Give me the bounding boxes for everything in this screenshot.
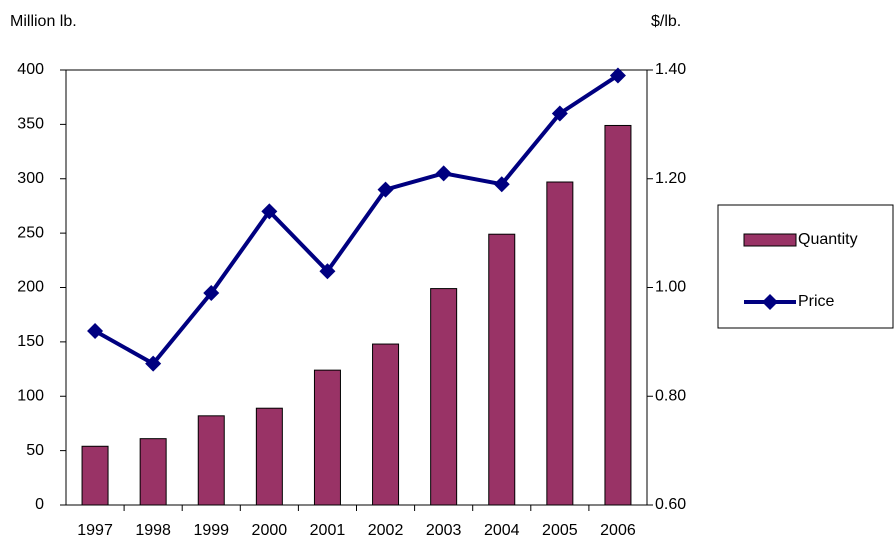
bar	[546, 181, 574, 506]
line	[94, 73, 620, 367]
x-tick-label: 2004	[484, 522, 520, 539]
y-tick-label: 250	[17, 224, 44, 241]
x-tick-label: 2000	[252, 522, 288, 539]
bar	[81, 445, 109, 506]
bar	[488, 233, 516, 506]
x-tick-label: 1999	[193, 522, 229, 539]
marker	[261, 203, 278, 220]
bar	[372, 343, 400, 506]
y-tick-label: 200	[17, 279, 44, 296]
marker	[203, 284, 220, 301]
legend-label: Price	[798, 293, 835, 310]
marker	[87, 323, 104, 339]
y-tick-label: 300	[17, 170, 44, 187]
x-tick-label: 2005	[542, 522, 578, 539]
y-tick-label: 50	[26, 442, 44, 459]
marker	[145, 355, 162, 372]
bar	[313, 369, 341, 506]
legend-label: Quantity	[798, 231, 858, 248]
y-tick-label: 400	[17, 61, 44, 78]
legend-marker	[762, 294, 778, 310]
x-tick-label: 1997	[77, 522, 113, 539]
bar	[255, 407, 283, 506]
x-tick-label: 1998	[135, 522, 171, 539]
bar	[139, 438, 167, 506]
x-tick-label: 2003	[426, 522, 462, 539]
y-tick-label: 100	[17, 387, 44, 404]
marker	[377, 181, 394, 198]
y-axis-label: Million lb.	[10, 13, 77, 30]
x-tick-label: 2006	[600, 522, 636, 539]
bar	[430, 288, 458, 506]
y-tick-label: 0	[35, 496, 44, 513]
y-tick-label: 150	[17, 333, 44, 350]
y2-axis-label: $/lb.	[651, 13, 681, 30]
y-tick-label: 350	[17, 116, 44, 133]
y2-tick-label: 1.40	[655, 61, 686, 78]
y2-tick-label: 0.60	[655, 496, 686, 513]
legend-box	[717, 204, 894, 329]
marker	[435, 165, 452, 182]
y2-tick-label: 1.20	[655, 170, 686, 187]
bar	[604, 124, 632, 506]
marker	[551, 105, 568, 122]
legend-swatch	[743, 233, 797, 247]
y2-tick-label: 1.00	[655, 279, 686, 296]
y2-tick-label: 0.80	[655, 387, 686, 404]
marker	[609, 67, 626, 84]
x-tick-label: 2001	[310, 522, 346, 539]
x-tick-label: 2002	[368, 522, 404, 539]
marker	[319, 263, 336, 280]
bar	[197, 415, 225, 506]
marker	[493, 176, 510, 193]
